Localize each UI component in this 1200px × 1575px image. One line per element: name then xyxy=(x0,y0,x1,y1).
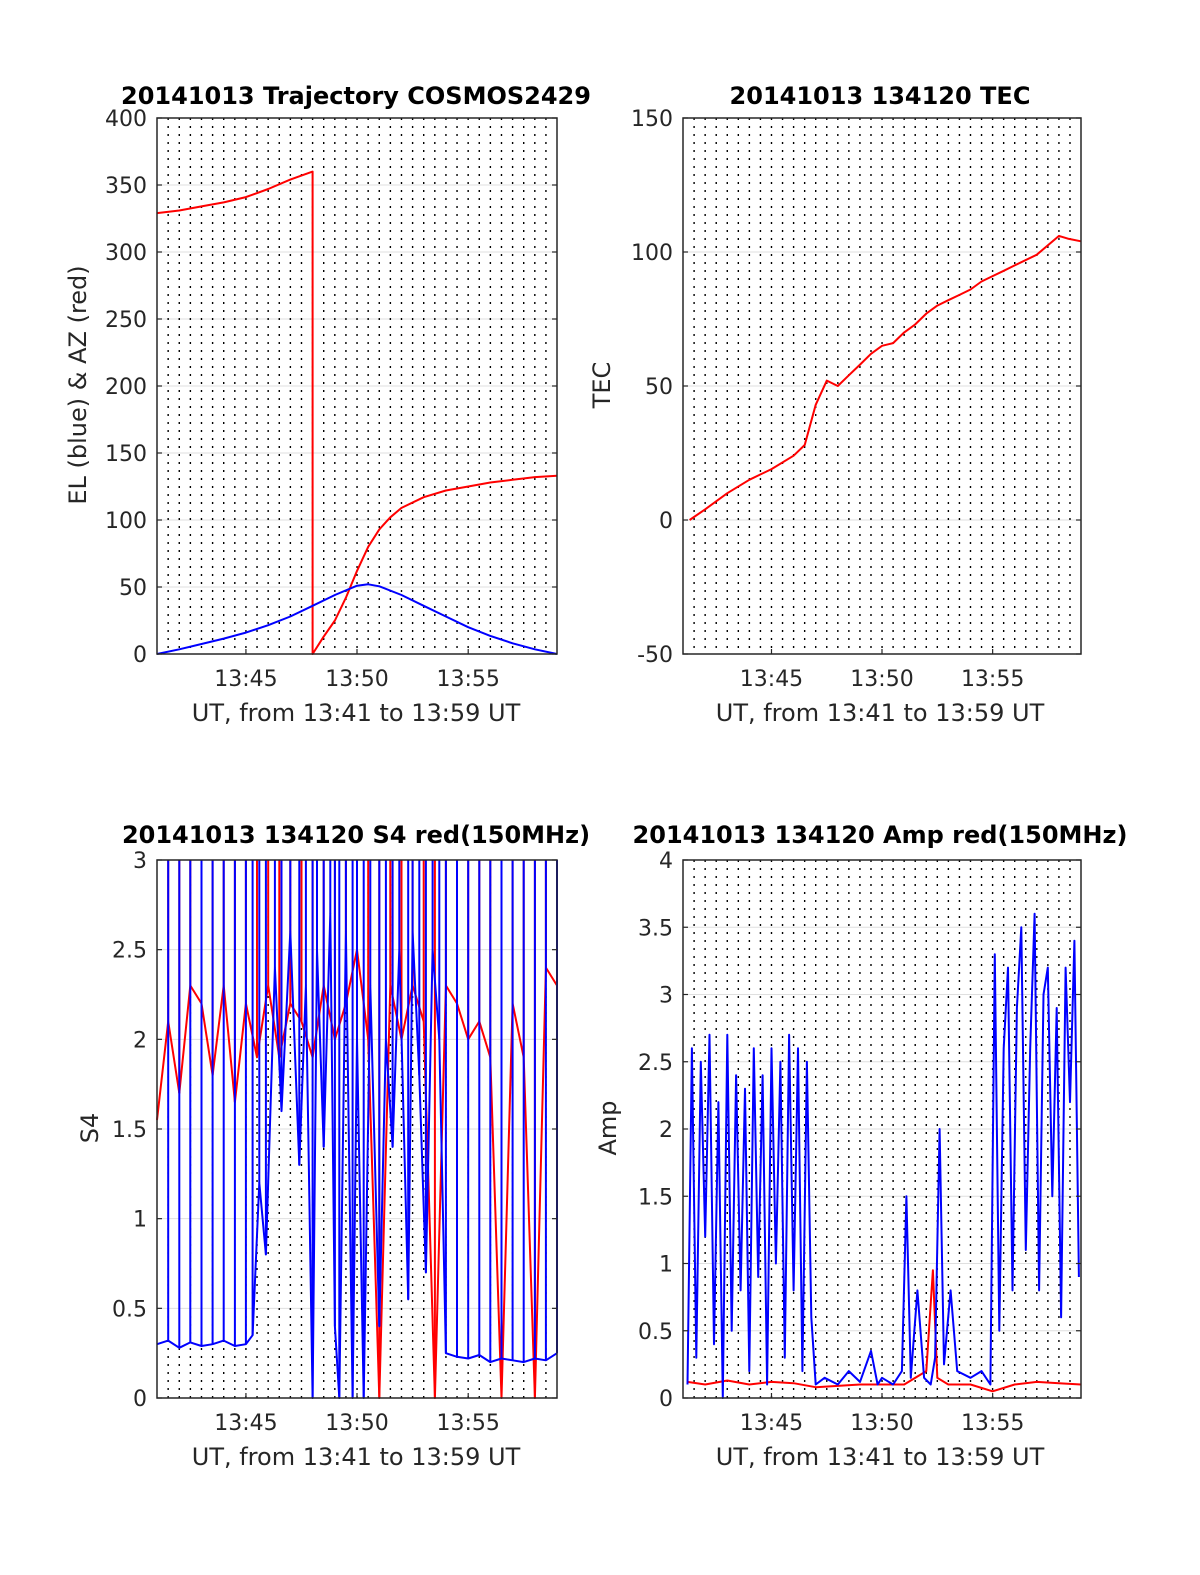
trajectory-ytick-label-1: 50 xyxy=(119,576,147,601)
amp-ytick-label-1: 0.5 xyxy=(638,1320,673,1345)
tec-title: 20141013 134120 TEC xyxy=(730,82,1031,110)
trajectory-ytick-label-2: 100 xyxy=(105,509,147,534)
trajectory-ytick-label-7: 350 xyxy=(105,174,147,199)
s4-ylabel: S4 xyxy=(76,1113,104,1144)
trajectory-ytick-label-5: 250 xyxy=(105,308,147,333)
trajectory-title: 20141013 Trajectory COSMOS2429 xyxy=(121,82,591,110)
tec-ytick-label-1: 0 xyxy=(659,509,673,534)
amp-ytick-label-0: 0 xyxy=(659,1387,673,1412)
s4-ytick-label-6: 3 xyxy=(133,849,147,874)
trajectory-panel: 0 50 100 150 200 250 300 350 400 13:45 13:50 13:55 2… xyxy=(64,82,591,727)
s4-ytick-label-0: 0 xyxy=(133,1387,147,1412)
tec-series-0 xyxy=(689,234,1082,521)
trajectory-ylabel: EL (blue) & AZ (red) xyxy=(64,265,92,504)
amp-ytick-label-6: 3 xyxy=(659,984,673,1009)
tec-xtick-label-1: 13:50 xyxy=(850,667,913,692)
amp-series-0 xyxy=(687,1269,1082,1393)
amp-ytick-label-5: 2.5 xyxy=(638,1051,673,1076)
trajectory-ytick-label-4: 200 xyxy=(105,375,147,400)
amp-ytick-label-2: 1 xyxy=(659,1253,673,1278)
s4-ytick-label-4: 2 xyxy=(133,1028,147,1053)
tec-ytick-label-2: 50 xyxy=(645,375,673,400)
amp-xtick-label-2: 13:55 xyxy=(961,1411,1024,1436)
amp-panel: 0 0.5 1 1.5 2 2.5 3 3.5 4 13:45 13:50 13:55 20141013… xyxy=(594,821,1127,1471)
trajectory-series-0 xyxy=(156,170,558,655)
tec-ylabel: TEC xyxy=(588,362,616,410)
tec-xtick-label-0: 13:45 xyxy=(740,667,803,692)
trajectory-series-1 xyxy=(156,583,558,655)
s4-title: 20141013 134120 S4 red(150MHz) xyxy=(122,821,590,849)
tec-panel: -50 0 50 100 150 13:45 13:50 13:55 20141013 1341… xyxy=(588,82,1082,727)
trajectory-xtick-label-2: 13:55 xyxy=(436,667,499,692)
amp-series-1 xyxy=(686,912,1080,1399)
s4-ytick-label-1: 0.5 xyxy=(112,1297,147,1322)
amp-xtick-label-0: 13:45 xyxy=(740,1411,803,1436)
s4-ytick-label-5: 2.5 xyxy=(112,939,147,964)
amp-ytick-label-8: 4 xyxy=(659,849,673,874)
s4-xtick-label-0: 13:45 xyxy=(214,1411,277,1436)
s4-series-1-spikes xyxy=(167,860,558,1398)
trajectory-ytick-label-3: 150 xyxy=(105,442,147,467)
s4-xlabel: UT, from 13:41 to 13:59 UT xyxy=(192,1443,521,1471)
s4-panel: 0 0.5 1 1.5 2 2.5 3 13:45 13:50 13:55 20141013 134… xyxy=(76,821,590,1471)
amp-ytick-label-7: 3.5 xyxy=(638,916,673,941)
tec-xlabel: UT, from 13:41 to 13:59 UT xyxy=(716,699,1045,727)
tec-ytick-label-3: 100 xyxy=(631,241,673,266)
trajectory-ytick-label-0: 0 xyxy=(133,643,147,668)
tec-ytick-label-0: -50 xyxy=(637,643,673,668)
trajectory-xlabel: UT, from 13:41 to 13:59 UT xyxy=(192,699,521,727)
amp-ylabel: Amp xyxy=(594,1100,622,1155)
s4-ytick-label-3: 1.5 xyxy=(112,1118,147,1143)
amp-xtick-label-1: 13:50 xyxy=(850,1411,913,1436)
tec-xtick-label-2: 13:55 xyxy=(961,667,1024,692)
s4-xtick-label-2: 13:55 xyxy=(436,1411,499,1436)
trajectory-xtick-label-0: 13:45 xyxy=(214,667,277,692)
trajectory-ytick-label-6: 300 xyxy=(105,241,147,266)
amp-title: 20141013 134120 Amp red(150MHz) xyxy=(633,821,1128,849)
amp-xlabel: UT, from 13:41 to 13:59 UT xyxy=(716,1443,1045,1471)
trajectory-xtick-label-1: 13:50 xyxy=(325,667,388,692)
trajectory-ytick-label-8: 400 xyxy=(105,107,147,132)
tec-ytick-label-4: 150 xyxy=(631,107,673,132)
s4-ytick-label-2: 1 xyxy=(133,1208,147,1233)
s4-xtick-label-1: 13:50 xyxy=(325,1411,388,1436)
amp-ytick-label-4: 2 xyxy=(659,1118,673,1143)
amp-ytick-label-3: 1.5 xyxy=(638,1185,673,1210)
